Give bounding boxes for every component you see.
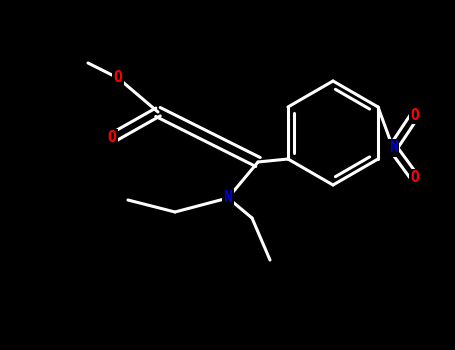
Text: O: O	[410, 107, 420, 122]
Text: N: N	[389, 140, 397, 155]
Text: O: O	[108, 131, 116, 146]
Text: O: O	[410, 170, 420, 186]
Text: N: N	[223, 190, 233, 205]
Text: O: O	[114, 70, 122, 85]
